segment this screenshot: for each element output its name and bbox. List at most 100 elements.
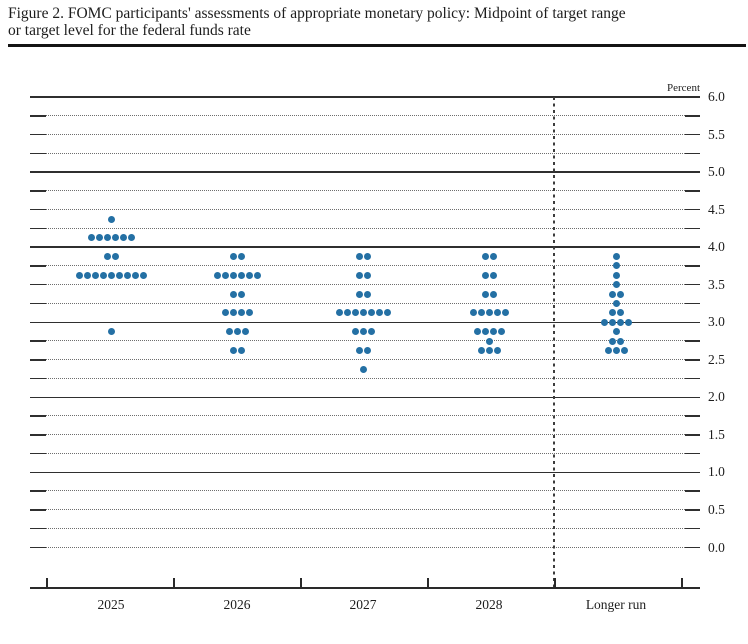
gridline-dotted xyxy=(45,434,685,436)
gridline-dotted xyxy=(45,302,685,304)
projection-dot xyxy=(473,328,481,336)
axis-tick xyxy=(684,340,700,342)
axis-tick xyxy=(684,490,700,492)
projection-dot xyxy=(469,309,477,317)
gridline-solid xyxy=(30,321,700,323)
axis-tick xyxy=(684,208,700,211)
x-axis-tick xyxy=(681,578,683,587)
projection-dot xyxy=(83,271,91,279)
axis-tick xyxy=(684,509,700,511)
gridline-dotted xyxy=(45,509,685,511)
projection-dot xyxy=(608,290,616,298)
projection-dot xyxy=(493,309,501,317)
projection-dot xyxy=(95,234,103,242)
gridline-solid xyxy=(30,246,700,248)
projection-dot xyxy=(608,337,616,345)
projection-dot xyxy=(489,271,497,279)
projection-dot xyxy=(111,234,119,242)
y-axis-tick-label: 4.0 xyxy=(708,239,725,255)
projection-dot xyxy=(225,328,233,336)
figure-title-line2: or target level for the federal funds ra… xyxy=(8,21,251,39)
projection-dot xyxy=(229,253,237,261)
projection-dot xyxy=(237,271,245,279)
projection-dot xyxy=(493,346,501,354)
projection-dot xyxy=(616,290,624,298)
gridline-solid xyxy=(30,171,700,173)
projection-dot xyxy=(87,234,95,242)
gridline-dotted xyxy=(45,452,685,454)
projection-dot xyxy=(237,309,245,317)
projection-dot xyxy=(608,318,616,326)
projection-dot xyxy=(221,271,229,279)
projection-dot xyxy=(355,253,363,261)
axis-tick xyxy=(30,227,46,230)
axis-tick xyxy=(30,527,46,530)
y-axis-unit-label: Percent xyxy=(667,82,700,94)
axis-tick xyxy=(30,415,46,417)
projection-dot xyxy=(612,346,620,354)
projection-dot xyxy=(131,271,139,279)
projection-dot xyxy=(107,328,115,336)
gridline-dotted xyxy=(45,377,685,379)
projection-dot xyxy=(253,271,261,279)
projection-dot xyxy=(501,309,509,317)
projection-dot xyxy=(359,328,367,336)
axis-tick xyxy=(30,340,46,342)
gridline-dotted xyxy=(45,227,685,229)
projection-dot xyxy=(612,271,620,279)
gridline-dotted xyxy=(45,283,685,285)
gridline-dotted xyxy=(45,340,685,342)
projection-dot xyxy=(221,309,229,317)
x-axis-category-label: Longer run xyxy=(585,597,647,612)
projection-dot xyxy=(612,281,620,289)
projection-dot xyxy=(383,309,391,317)
gridline-dotted xyxy=(45,152,685,154)
projection-dot xyxy=(481,253,489,261)
y-axis-tick-label: 2.5 xyxy=(708,351,725,367)
projection-dot xyxy=(245,271,253,279)
x-axis-tick xyxy=(427,578,429,587)
projection-dot xyxy=(229,346,237,354)
x-axis-line xyxy=(30,587,700,589)
x-axis-tick xyxy=(554,578,556,587)
projection-dot xyxy=(103,253,111,261)
axis-tick xyxy=(30,377,46,380)
projection-dot xyxy=(477,309,485,317)
axis-tick xyxy=(30,133,46,136)
y-axis-tick-label: 2.0 xyxy=(708,389,725,405)
axis-tick xyxy=(30,359,46,361)
y-axis-tick-label: 5.5 xyxy=(708,126,725,142)
projection-dot xyxy=(485,309,493,317)
projection-dot xyxy=(241,328,249,336)
projection-dot xyxy=(477,346,485,354)
projection-dot xyxy=(375,309,383,317)
projection-dot xyxy=(359,365,367,373)
axis-tick xyxy=(684,527,700,530)
projection-dot xyxy=(497,328,505,336)
projection-dot xyxy=(489,328,497,336)
projection-dot xyxy=(355,290,363,298)
projection-dot xyxy=(115,271,123,279)
x-axis-tick xyxy=(300,578,302,587)
axis-tick xyxy=(684,133,700,136)
figure-title-line1: Figure 2. FOMC participants' assessments… xyxy=(8,5,626,22)
projection-dot xyxy=(485,337,493,345)
axis-tick xyxy=(30,490,46,492)
axis-tick xyxy=(684,452,700,455)
axis-tick xyxy=(30,283,46,286)
projection-dot xyxy=(608,309,616,317)
axis-tick xyxy=(30,265,46,267)
x-axis-category-label: 2027 xyxy=(349,597,377,612)
projection-dot xyxy=(103,234,111,242)
x-axis-category-label: 2028 xyxy=(475,597,503,612)
projection-dot xyxy=(245,309,253,317)
projection-dot xyxy=(612,299,620,307)
projection-dot xyxy=(616,309,624,317)
x-axis-category-label: 2026 xyxy=(223,597,251,612)
axis-tick xyxy=(30,452,46,455)
projection-dot xyxy=(600,318,608,326)
axis-tick xyxy=(30,434,46,436)
projection-dot xyxy=(612,253,620,261)
axis-tick xyxy=(30,152,46,155)
